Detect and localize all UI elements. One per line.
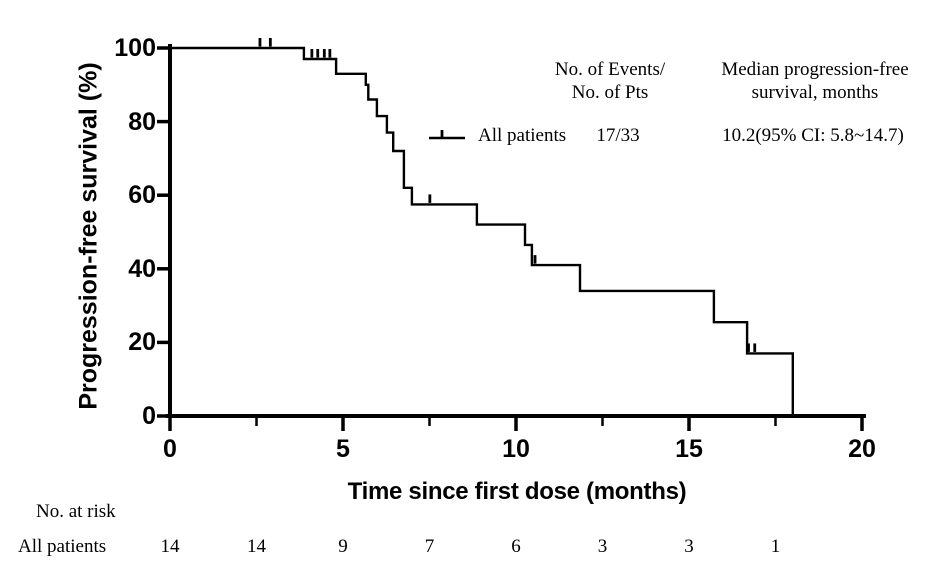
- x-axis-tick-label: 5: [336, 435, 350, 463]
- legend-median-header-line1: Median progression-free: [721, 59, 909, 80]
- y-axis-tick-label: 0: [142, 402, 156, 430]
- legend-events-header: No. of Events/ No. of Pts: [500, 58, 720, 104]
- x-axis-tick-label: 20: [848, 435, 876, 463]
- y-axis-tick-label: 40: [128, 254, 156, 283]
- y-axis-tick-label: 20: [128, 328, 156, 357]
- legend-median-value: 10.2(95% CI: 5.8~14.7): [722, 125, 904, 146]
- y-axis-tick-label: 60: [128, 181, 156, 210]
- risk-value: 6: [511, 536, 521, 557]
- x-axis-title: Time since first dose (months): [347, 478, 687, 505]
- risk-value: 3: [597, 536, 608, 557]
- risk-row-label: All patients: [18, 536, 107, 557]
- legend-events-header-line2: No. of Pts: [571, 82, 649, 103]
- legend-events-header-line1: No. of Events/: [554, 59, 666, 80]
- x-axis-tick-label: 0: [163, 435, 177, 463]
- legend-median-header: Median progression-free survival, months: [695, 58, 931, 104]
- y-axis-tick-label: 100: [114, 34, 156, 62]
- risk-table-title: No. at risk: [36, 501, 116, 522]
- risk-value: 3: [684, 536, 694, 557]
- survival-curve: [170, 46, 794, 416]
- legend-events-value: 17/33: [596, 125, 640, 146]
- risk-value: 14: [160, 536, 180, 557]
- legend-series-label: All patients: [478, 125, 567, 146]
- risk-value: 14: [247, 536, 266, 557]
- risk-value: 7: [424, 536, 435, 557]
- x-axis-tick-label: 10: [502, 435, 530, 463]
- risk-value: 1: [770, 536, 781, 557]
- x-axis-tick-label: 15: [675, 435, 703, 463]
- legend-median-header-line2: survival, months: [751, 82, 879, 103]
- risk-value: 9: [338, 536, 348, 557]
- y-axis-tick-label: 80: [128, 107, 156, 136]
